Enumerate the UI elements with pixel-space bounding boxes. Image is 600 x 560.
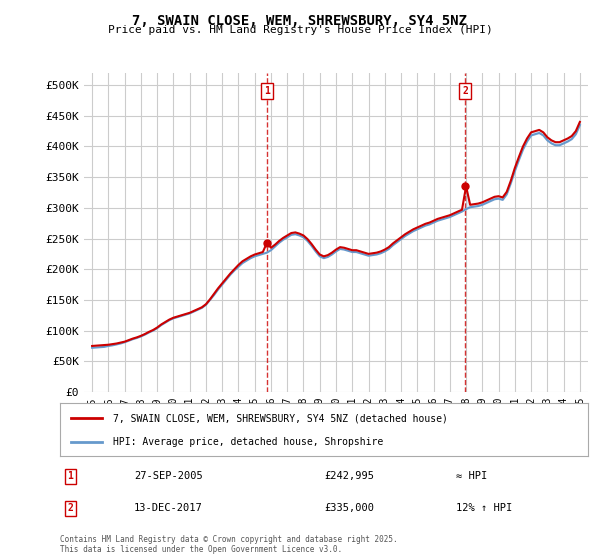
- Text: HPI: Average price, detached house, Shropshire: HPI: Average price, detached house, Shro…: [113, 436, 383, 446]
- Text: 2: 2: [463, 86, 468, 96]
- Text: 27-SEP-2005: 27-SEP-2005: [134, 471, 203, 481]
- Text: 1: 1: [68, 471, 73, 481]
- Text: 12% ↑ HPI: 12% ↑ HPI: [456, 503, 512, 514]
- Text: 7, SWAIN CLOSE, WEM, SHREWSBURY, SY4 5NZ: 7, SWAIN CLOSE, WEM, SHREWSBURY, SY4 5NZ: [133, 14, 467, 28]
- Text: 7, SWAIN CLOSE, WEM, SHREWSBURY, SY4 5NZ (detached house): 7, SWAIN CLOSE, WEM, SHREWSBURY, SY4 5NZ…: [113, 413, 448, 423]
- Text: Contains HM Land Registry data © Crown copyright and database right 2025.
This d: Contains HM Land Registry data © Crown c…: [60, 535, 398, 554]
- Text: £242,995: £242,995: [324, 471, 374, 481]
- Text: 2: 2: [68, 503, 73, 514]
- Text: 13-DEC-2017: 13-DEC-2017: [134, 503, 203, 514]
- Text: ≈ HPI: ≈ HPI: [456, 471, 487, 481]
- Text: £335,000: £335,000: [324, 503, 374, 514]
- Text: Price paid vs. HM Land Registry's House Price Index (HPI): Price paid vs. HM Land Registry's House …: [107, 25, 493, 35]
- Text: 1: 1: [264, 86, 269, 96]
